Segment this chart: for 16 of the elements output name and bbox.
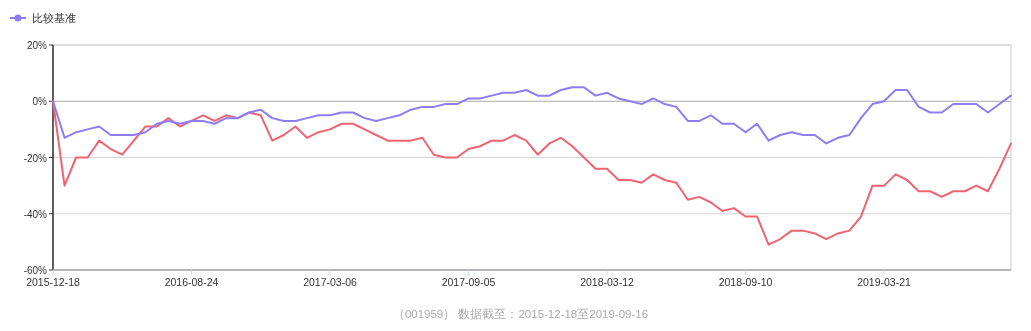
x-tick-label: 2018-03-12 <box>580 276 635 288</box>
y-tick-label: 0% <box>32 96 48 108</box>
y-tick-label: 20% <box>26 40 48 51</box>
line-series <box>52 100 1012 246</box>
y-tick-label: -40% <box>23 208 48 220</box>
x-tick-label: 2018-09-10 <box>718 276 773 288</box>
line-series <box>52 86 1012 145</box>
text: （001959） 数据截至：2015-12-18至2019-09-16 <box>392 308 649 321</box>
x-tick-label: 2016-08-24 <box>164 276 219 288</box>
y-tick-label: -20% <box>23 152 48 164</box>
x-tick-label: 2017-09-05 <box>441 276 496 288</box>
x-tick-label: 2017-03-06 <box>303 276 358 288</box>
x-tick-label: 2015-12-18 <box>26 276 81 288</box>
x-tick-label: 2019-03-21 <box>857 276 912 288</box>
legend-label: 比较基准 <box>32 12 76 24</box>
y-tick-label: -60% <box>23 265 48 276</box>
